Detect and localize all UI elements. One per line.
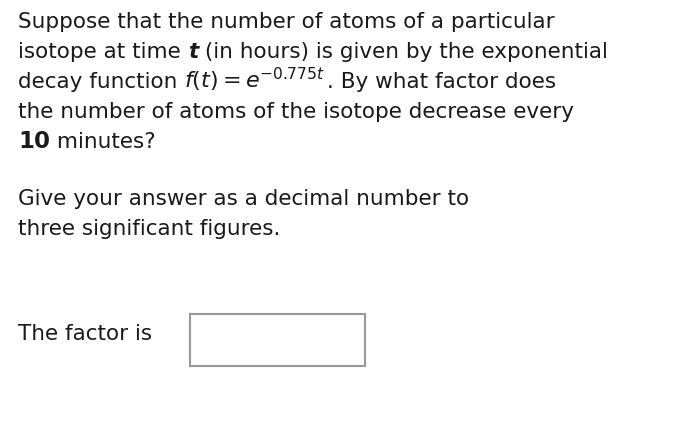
Text: (in hours) is given by the exponential: (in hours) is given by the exponential — [198, 42, 608, 62]
Text: 10: 10 — [18, 130, 50, 153]
Text: minutes?: minutes? — [50, 132, 155, 152]
Text: the number of atoms of the isotope decrease every: the number of atoms of the isotope decre… — [18, 102, 574, 122]
Text: $f(t) = e^{-0.775t}$: $f(t) = e^{-0.775t}$ — [184, 65, 325, 94]
Text: . By what factor does: . By what factor does — [327, 72, 556, 92]
FancyBboxPatch shape — [190, 314, 365, 366]
Text: decay function: decay function — [18, 72, 184, 92]
Text: isotope at time: isotope at time — [18, 42, 188, 62]
Text: t: t — [188, 42, 198, 62]
Text: Suppose that the number of atoms of a particular: Suppose that the number of atoms of a pa… — [18, 12, 554, 32]
Text: Give your answer as a decimal number to: Give your answer as a decimal number to — [18, 189, 469, 209]
Text: three significant figures.: three significant figures. — [18, 219, 281, 239]
Text: The factor is: The factor is — [18, 324, 152, 344]
